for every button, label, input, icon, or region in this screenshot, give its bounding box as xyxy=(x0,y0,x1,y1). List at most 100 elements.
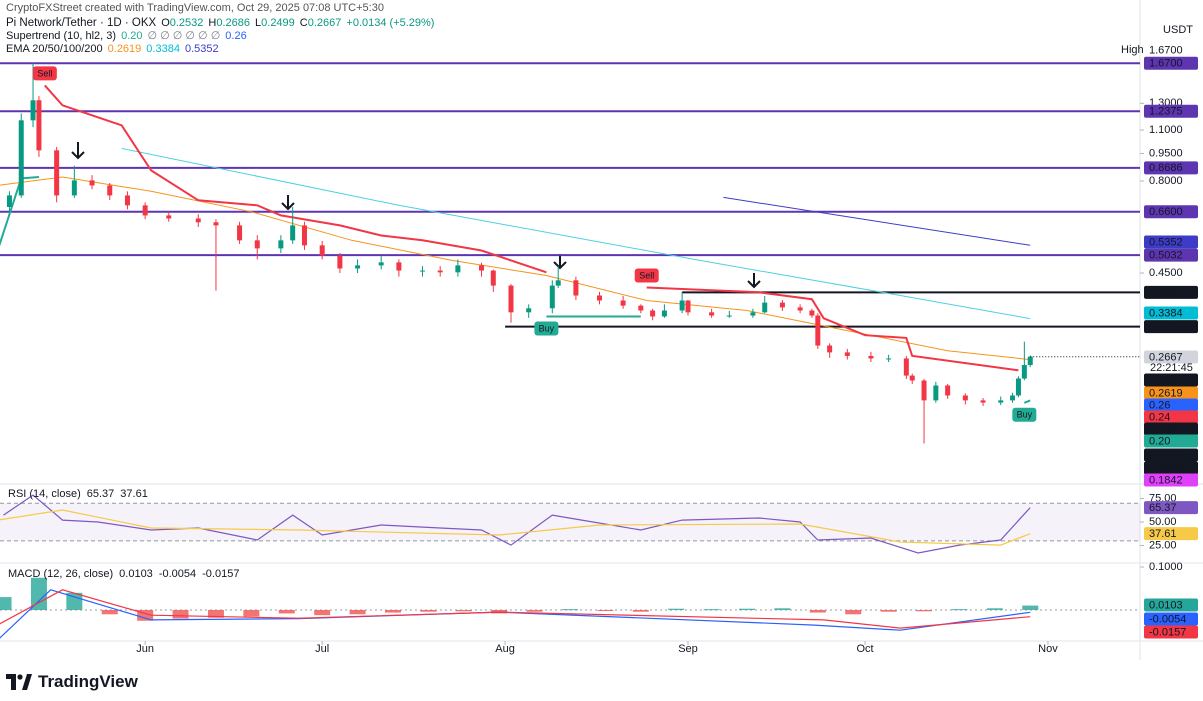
pane-value: -0.0157 xyxy=(202,568,239,580)
arrows xyxy=(71,142,761,289)
y-tick-label: 0.8000 xyxy=(1149,175,1183,187)
arrow xyxy=(553,254,567,270)
level-badge-text: 0.3987 xyxy=(1149,287,1183,299)
candle-body xyxy=(213,222,219,226)
histogram-bar xyxy=(101,610,118,615)
signal-tag xyxy=(32,66,57,81)
ohlc-value: 0.2499 xyxy=(261,17,295,29)
candle-body xyxy=(437,270,443,273)
candle-body xyxy=(1010,395,1016,401)
histogram-bar xyxy=(349,610,366,615)
x-tick-label: Sep xyxy=(678,643,698,655)
macd-badge xyxy=(1144,625,1198,639)
ohlc-value: 0.2667 xyxy=(307,17,342,29)
macd-badge-text: 0.0103 xyxy=(1149,599,1183,611)
candle-body xyxy=(36,100,42,151)
candle-body xyxy=(868,355,874,359)
ohlc-value: 0.2532 xyxy=(169,17,204,29)
indicator-value: 0.26 xyxy=(225,30,247,42)
price-badge xyxy=(1144,473,1198,487)
y-tick-label: 1.1000 xyxy=(1149,124,1183,136)
candle-body xyxy=(378,262,384,266)
histogram-bar xyxy=(845,610,862,615)
indicator-value: ∅ ∅ ∅ ∅ ∅ ∅ xyxy=(147,30,221,42)
candle-body xyxy=(638,305,644,311)
ohlc-item: C0.2667 xyxy=(300,17,342,30)
histogram-bar xyxy=(951,609,968,611)
candle-body xyxy=(844,352,850,356)
indicator-name: Supertrend (10, hl2, 3) xyxy=(6,30,117,42)
level-badge-text: 0.6600 xyxy=(1149,206,1183,218)
candle-body xyxy=(1027,356,1033,366)
price-badge xyxy=(1144,461,1198,475)
macd-badge xyxy=(1144,598,1198,612)
candle-body xyxy=(290,225,296,241)
candle-body xyxy=(6,195,12,207)
histogram-bar xyxy=(703,609,720,611)
supertrend-line xyxy=(1023,399,1031,404)
candle-body xyxy=(903,358,909,376)
signal-tag xyxy=(534,321,559,336)
candle-body xyxy=(555,280,561,286)
price-badge-text: 0.26 xyxy=(1149,399,1170,411)
price-badge-text: 0.5352 xyxy=(1149,236,1183,248)
candle-body xyxy=(237,225,243,241)
x-tick-label: Jun xyxy=(136,643,154,655)
price-badge-text: 0.20 xyxy=(1149,435,1170,447)
candle-body xyxy=(650,310,656,317)
rsi-line xyxy=(3,494,1031,554)
histogram-bar xyxy=(880,610,897,612)
candle-body xyxy=(124,195,130,206)
price-badge xyxy=(1144,350,1198,364)
price-badge-text: 0.2619 xyxy=(1149,387,1183,399)
level-badge-text: 0.5032 xyxy=(1149,250,1183,262)
histogram-bar xyxy=(668,608,685,610)
signal-label: Sell xyxy=(37,68,52,78)
indicator-name: EMA 20/50/100/200 xyxy=(6,43,103,55)
ohlc-label: L xyxy=(255,17,262,29)
histogram-bar xyxy=(137,610,154,621)
rsi-line xyxy=(0,509,1031,546)
signal-label: Buy xyxy=(539,323,555,333)
candle-body xyxy=(355,265,361,269)
level-badge xyxy=(1144,285,1198,299)
level-badge-text: 0.8686 xyxy=(1149,162,1183,174)
signal-label: Sell xyxy=(639,270,654,280)
candle-body xyxy=(679,300,685,311)
high-label: High xyxy=(1121,44,1144,56)
price-badge xyxy=(1144,422,1198,436)
candle-body xyxy=(1021,365,1027,379)
candle-body xyxy=(490,270,496,286)
level-badge xyxy=(1144,161,1198,175)
level-badge xyxy=(1144,205,1198,219)
x-tick-label: Nov xyxy=(1038,643,1058,655)
x-tick-label: Jul xyxy=(315,643,329,655)
candle-body xyxy=(921,380,927,401)
high-badge xyxy=(1144,43,1198,57)
ema-line xyxy=(0,176,1031,361)
ema-line xyxy=(723,196,1031,246)
supertrend-line xyxy=(44,84,547,274)
currency: USDT xyxy=(1163,24,1193,36)
price-badge xyxy=(1144,434,1198,448)
candle-body xyxy=(597,295,603,301)
histogram-bar xyxy=(916,610,933,612)
histogram-bar xyxy=(809,610,826,613)
x-tick-label: Oct xyxy=(856,643,873,655)
candle-body xyxy=(254,240,260,249)
level-badge xyxy=(1144,320,1198,334)
brand-logo xyxy=(6,674,32,690)
candle-body xyxy=(933,385,939,401)
rsi-badge-text: 65.37 xyxy=(1149,502,1177,514)
candle-body xyxy=(89,180,95,186)
signal-tag xyxy=(634,268,659,283)
candle-body xyxy=(419,270,425,272)
price-badge-text: 0.1919 xyxy=(1149,462,1183,474)
histogram-bar xyxy=(420,610,437,612)
symbol: Pi Network/Tether · 1D · OKX xyxy=(6,17,157,29)
candle-body xyxy=(301,225,307,246)
price-badge-text: 0.1842 xyxy=(1149,474,1183,486)
level-badge xyxy=(1144,56,1198,70)
candle-body xyxy=(1015,378,1021,396)
